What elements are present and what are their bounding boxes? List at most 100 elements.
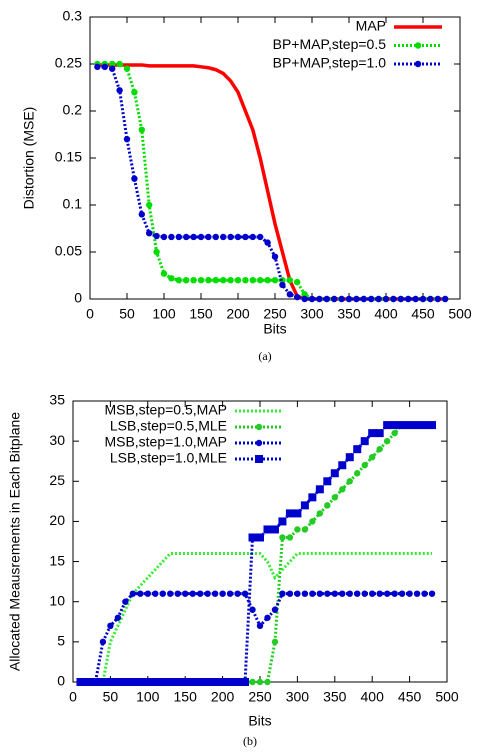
- point: [121, 678, 130, 686]
- point: [346, 590, 353, 597]
- x-tick-label: 50: [119, 306, 135, 322]
- point: [144, 590, 151, 597]
- point: [249, 606, 256, 613]
- point: [138, 211, 145, 218]
- point: [197, 233, 205, 241]
- point: [242, 277, 249, 284]
- point: [427, 295, 434, 303]
- y-tick-label: 0.1: [63, 196, 83, 212]
- point: [196, 590, 204, 597]
- point: [271, 277, 279, 284]
- point: [137, 590, 144, 597]
- point: [339, 486, 346, 493]
- point: [151, 678, 160, 686]
- point: [189, 590, 196, 597]
- point: [98, 678, 107, 686]
- x-tick-label: 350: [337, 306, 361, 322]
- y-tick-label: 0.25: [55, 55, 82, 71]
- point: [167, 590, 174, 597]
- point: [249, 233, 256, 241]
- point: [212, 277, 219, 284]
- point: [271, 253, 279, 260]
- point: [390, 295, 397, 303]
- x-tick-label: 200: [226, 306, 250, 322]
- point: [211, 590, 219, 597]
- legend-label: LSB,step=1.0,MLE: [110, 450, 227, 466]
- point: [122, 598, 129, 605]
- point: [113, 678, 122, 686]
- point: [301, 526, 309, 533]
- point: [368, 429, 377, 438]
- point: [339, 590, 346, 597]
- point: [220, 277, 227, 284]
- point: [256, 533, 264, 542]
- point: [278, 517, 287, 526]
- point: [190, 233, 197, 241]
- point: [249, 277, 256, 284]
- point: [442, 295, 449, 303]
- x-tick-label: 350: [323, 689, 347, 705]
- point: [286, 534, 294, 541]
- y-axis-label: Distortion (MSE): [21, 107, 37, 210]
- point: [264, 277, 271, 284]
- point: [123, 136, 131, 143]
- point: [369, 454, 376, 461]
- point: [109, 65, 116, 72]
- point: [353, 295, 360, 303]
- point: [257, 233, 264, 241]
- point: [308, 295, 316, 303]
- x-tick-label: 0: [86, 306, 94, 322]
- y-tick-label: 10: [49, 592, 65, 608]
- point: [128, 678, 137, 686]
- point: [264, 678, 271, 686]
- point: [324, 590, 331, 597]
- point: [234, 590, 241, 597]
- point: [323, 477, 332, 486]
- point: [91, 678, 100, 686]
- point: [412, 295, 419, 303]
- point: [324, 502, 331, 509]
- point: [197, 277, 205, 284]
- x-tick-label: 0: [69, 689, 77, 705]
- point: [346, 478, 353, 485]
- legend-label: MSB,step=0.5,MAP: [104, 402, 227, 418]
- point: [175, 277, 182, 284]
- y-tick-label: 20: [49, 512, 65, 528]
- x-tick-label: 300: [300, 306, 324, 322]
- point: [241, 590, 249, 597]
- point: [316, 510, 324, 517]
- x-axis-label: Bits: [248, 713, 271, 729]
- series-line: [97, 65, 446, 301]
- y-tick-label: 0: [74, 290, 82, 306]
- point: [153, 232, 160, 240]
- point: [390, 421, 399, 430]
- point: [420, 421, 429, 430]
- y-tick-label: 0.3: [63, 8, 83, 24]
- point: [294, 526, 301, 533]
- x-axis-label: Bits: [263, 321, 286, 337]
- point: [146, 230, 153, 237]
- point: [398, 590, 406, 597]
- legend-marker: [255, 423, 263, 431]
- point: [360, 437, 369, 446]
- x-tick-label: 450: [411, 306, 435, 322]
- point: [353, 445, 362, 454]
- point: [227, 277, 234, 284]
- x-tick-label: 250: [248, 689, 272, 705]
- point: [419, 295, 427, 303]
- point: [146, 201, 153, 209]
- point: [257, 277, 264, 284]
- y-tick-label: 35: [49, 392, 65, 408]
- legend-label: BP+MAP,step=1.0: [273, 55, 387, 71]
- y-tick-label: 0.2: [63, 102, 83, 118]
- series-line: [97, 62, 446, 301]
- point: [203, 678, 212, 686]
- plot-frame: [89, 16, 461, 300]
- point: [101, 63, 109, 71]
- point: [285, 509, 294, 518]
- point: [294, 293, 301, 301]
- point: [361, 462, 368, 469]
- point: [360, 295, 367, 303]
- point: [271, 606, 279, 613]
